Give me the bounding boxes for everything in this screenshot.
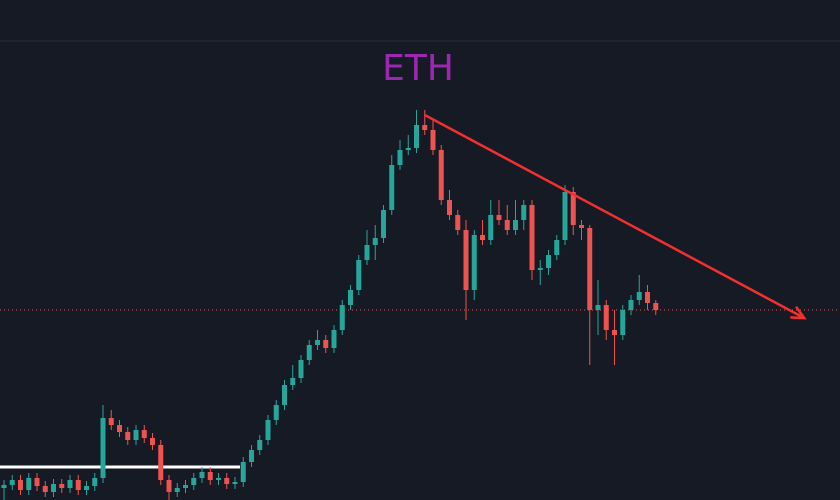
candle-body xyxy=(306,345,312,360)
candle-body xyxy=(331,330,337,348)
candle-body xyxy=(554,240,560,255)
candle-body xyxy=(9,480,15,485)
candle-body xyxy=(529,205,535,270)
candle-body xyxy=(504,220,510,230)
candle-body xyxy=(273,405,279,420)
candle-body xyxy=(59,484,65,488)
candle-body xyxy=(397,150,403,165)
candle-body xyxy=(290,378,296,385)
trendline-arrowhead xyxy=(790,305,807,320)
candle-body xyxy=(92,478,98,486)
candle-body xyxy=(356,260,362,290)
candle-body xyxy=(570,192,576,225)
candle-body xyxy=(636,292,642,300)
candle-body xyxy=(1,485,7,488)
candle-body xyxy=(537,268,543,270)
candle-body xyxy=(480,235,485,240)
candle-body xyxy=(645,292,650,303)
candle-body xyxy=(298,360,304,378)
candle-body xyxy=(339,305,345,330)
candle-body xyxy=(191,478,197,485)
candle-body xyxy=(653,303,659,310)
candle-body xyxy=(75,480,81,490)
candle-body xyxy=(51,484,56,492)
candle-body xyxy=(521,205,527,220)
candle-body xyxy=(125,432,131,440)
candle-body xyxy=(26,478,32,490)
candle-body xyxy=(595,305,601,310)
candle-body xyxy=(488,215,494,240)
candle-body xyxy=(117,425,122,432)
candle-body xyxy=(249,450,254,462)
candle-body xyxy=(389,165,395,210)
candle-body xyxy=(438,150,444,200)
candle-body xyxy=(84,486,89,490)
candle-body xyxy=(562,192,568,240)
candle-body xyxy=(18,480,23,490)
candle-body xyxy=(372,238,378,245)
candle-body xyxy=(166,480,172,492)
candle-body xyxy=(496,215,502,220)
candle-body xyxy=(430,130,436,150)
candle-body xyxy=(612,330,617,335)
candle-body xyxy=(620,310,626,335)
candle-body xyxy=(199,472,205,478)
candle-body xyxy=(603,305,609,330)
candle-body xyxy=(150,438,155,445)
candle-body xyxy=(108,418,114,425)
candle-body xyxy=(405,148,411,150)
candle-body xyxy=(471,235,477,290)
candle-body xyxy=(315,340,320,345)
candle-body xyxy=(628,300,634,310)
candle-body xyxy=(240,462,246,482)
candle-body xyxy=(67,480,73,488)
candle-body xyxy=(364,245,370,260)
candle-body xyxy=(455,215,461,230)
candle-body xyxy=(587,228,593,310)
candle-body xyxy=(579,225,584,228)
candle-body xyxy=(422,125,428,130)
candle-body xyxy=(183,485,188,488)
candle-body xyxy=(42,486,48,492)
candle-body xyxy=(216,478,221,480)
candle-body xyxy=(100,418,106,478)
candle-body xyxy=(463,230,469,290)
candle-body xyxy=(207,472,213,480)
candle-body xyxy=(546,255,551,268)
chart-title: ETH xyxy=(382,48,454,89)
candle-body xyxy=(141,430,147,438)
candle-body xyxy=(513,220,518,230)
candle-body xyxy=(257,440,263,450)
candle-body xyxy=(414,125,419,148)
candle-body xyxy=(381,210,386,238)
candle-body xyxy=(323,340,329,348)
candle-body xyxy=(348,290,353,305)
candle-body xyxy=(174,488,180,492)
candle-body xyxy=(224,478,230,484)
candle-body xyxy=(158,445,164,480)
candle-body xyxy=(282,385,287,405)
trendline xyxy=(424,113,805,320)
candle-body xyxy=(447,200,452,215)
candle-body xyxy=(232,482,238,484)
candle-body xyxy=(133,430,139,440)
candle-body xyxy=(265,420,271,440)
candle-body xyxy=(34,478,40,486)
